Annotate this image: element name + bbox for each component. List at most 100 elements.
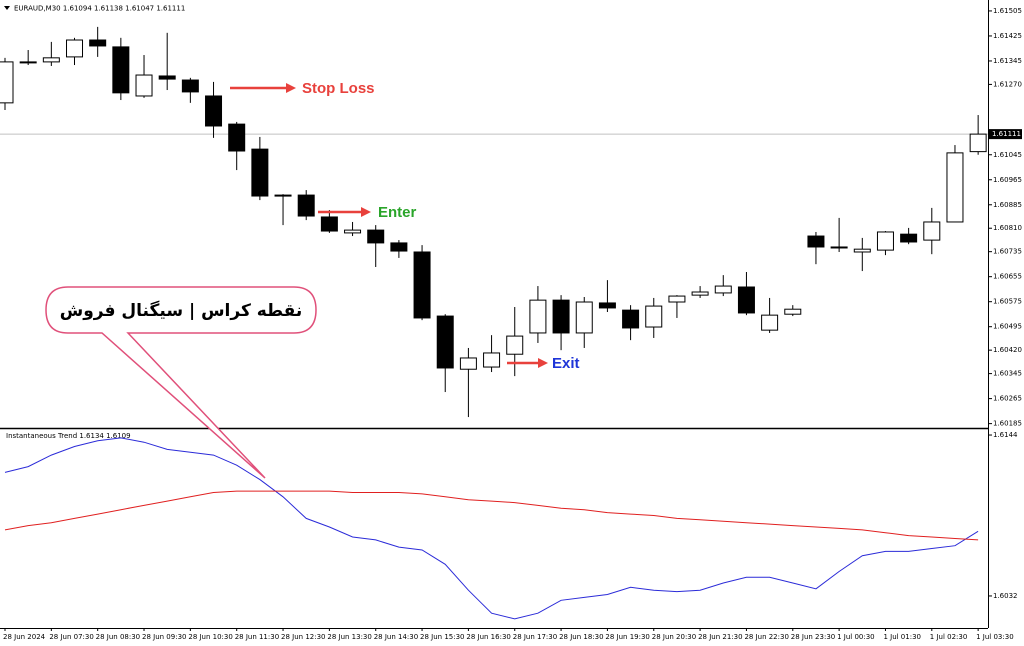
x-tick-label: 28 Jun 14:30	[374, 633, 418, 641]
x-tick-label: 1 Jul 00:30	[837, 633, 875, 641]
candle-body	[66, 39, 84, 58]
candle-body	[251, 148, 269, 197]
candle-body	[459, 357, 477, 370]
y-tick-label: 1.6144	[993, 431, 1018, 439]
y-tick-label: 1.60655	[993, 273, 1022, 281]
exit-label: Exit	[552, 355, 580, 372]
candle-body	[714, 285, 732, 294]
current-price-label: 1.61111	[992, 130, 1021, 138]
candle-body	[42, 57, 60, 63]
menu-icon	[4, 6, 10, 10]
y-tick-label: 1.61345	[993, 57, 1022, 65]
candle-body	[598, 302, 616, 309]
x-tick-label: 28 Jun 2024	[3, 633, 46, 641]
y-tick-label: 1.61270	[993, 80, 1022, 88]
x-tick-label: 28 Jun 16:30	[466, 633, 510, 641]
current-price-box	[988, 129, 1022, 140]
callout-bubble	[45, 286, 317, 479]
stop-loss-label: Stop Loss	[302, 80, 375, 97]
y-tick-label: 1.61425	[993, 32, 1022, 40]
callout-text: نقطه کراس | سیگنال فروش	[60, 300, 302, 321]
x-tick-label: 28 Jun 10:30	[188, 633, 232, 641]
candle-body	[274, 194, 292, 197]
indicator-title: Instantaneous Trend 1.6134 1.6109	[6, 432, 131, 440]
y-tick-label: 1.60265	[993, 395, 1022, 403]
y-tick-label: 1.60965	[993, 176, 1022, 184]
candle-body	[135, 74, 153, 97]
y-tick-label: 1.6032	[993, 592, 1018, 600]
y-tick-label: 1.60185	[993, 420, 1022, 428]
x-tick-label: 1 Jul 02:30	[930, 633, 968, 641]
y-tick-label: 1.60810	[993, 224, 1022, 232]
y-tick-label: 1.60495	[993, 323, 1022, 331]
candle-body	[761, 314, 779, 331]
candle-body	[320, 216, 338, 232]
candle-body	[413, 251, 431, 319]
x-tick-label: 28 Jun 13:30	[327, 633, 371, 641]
x-tick-label: 28 Jun 20:30	[652, 633, 696, 641]
chart-title: EURAUD,M30 1.61094 1.61138 1.61047 1.611…	[14, 5, 185, 13]
candle-body	[19, 61, 37, 64]
candle-body	[89, 39, 107, 47]
candle-body	[205, 95, 223, 127]
candle-body	[807, 235, 825, 248]
y-tick-label: 1.60345	[993, 370, 1022, 378]
x-tick-label: 28 Jun 22:30	[744, 633, 788, 641]
y-tick-label: 1.61045	[993, 151, 1022, 159]
candle-body	[0, 61, 14, 104]
x-tick-label: 28 Jun 11:30	[235, 633, 279, 641]
candle-body	[784, 308, 802, 315]
arrow-head	[286, 83, 296, 93]
y-tick-label: 1.60420	[993, 346, 1022, 354]
candle-body	[367, 229, 385, 244]
annotations: Stop Loss Enter Exit نقطه کراس | سیگنال …	[45, 80, 580, 479]
enter-label: Enter	[378, 204, 417, 221]
candle-body	[344, 229, 362, 234]
candle-body	[297, 194, 315, 217]
candle-body	[923, 221, 941, 241]
candle-body	[506, 335, 524, 355]
candle-body	[158, 75, 176, 80]
candle-body	[181, 79, 199, 93]
x-tick-label: 1 Jul 01:30	[883, 633, 921, 641]
candle-body	[969, 133, 987, 153]
candle-body	[737, 286, 755, 314]
candle-body	[529, 299, 547, 334]
y-tick-label: 1.61505	[993, 7, 1022, 15]
x-tick-label: 28 Jun 15:30	[420, 633, 464, 641]
candle-body	[622, 309, 640, 329]
arrow-head	[538, 358, 548, 368]
candle-body	[390, 242, 408, 252]
candle-body	[876, 231, 894, 251]
x-tick-label: 28 Jun 19:30	[605, 633, 649, 641]
candle-body	[436, 315, 454, 369]
candle-body	[112, 46, 130, 94]
y-tick-label: 1.60885	[993, 201, 1022, 209]
candle-body	[668, 295, 686, 303]
x-tick-label: 28 Jun 21:30	[698, 633, 742, 641]
x-tick-label: 28 Jun 07:30	[49, 633, 93, 641]
candle-body	[830, 246, 848, 249]
x-tick-label: 1 Jul 03:30	[976, 633, 1014, 641]
x-tick-label: 28 Jun 09:30	[142, 633, 186, 641]
candle-body	[900, 233, 918, 243]
x-tick-label: 28 Jun 12:30	[281, 633, 325, 641]
candle-body	[853, 248, 871, 253]
candle-body	[575, 301, 593, 334]
x-tick-label: 28 Jun 23:30	[791, 633, 835, 641]
candle-body	[645, 305, 663, 328]
arrow-head	[361, 207, 371, 217]
indicator-line	[4, 437, 979, 620]
candle-body	[946, 152, 964, 223]
x-tick-label: 28 Jun 17:30	[513, 633, 557, 641]
y-tick-label: 1.60575	[993, 298, 1022, 306]
candle-body	[483, 352, 501, 368]
y-tick-label: 1.60735	[993, 248, 1022, 256]
candle-body	[691, 291, 709, 296]
candle-body	[228, 123, 246, 152]
indicator-line	[4, 490, 979, 541]
candle-body	[552, 299, 570, 334]
x-tick-label: 28 Jun 08:30	[96, 633, 140, 641]
x-tick-label: 28 Jun 18:30	[559, 633, 603, 641]
